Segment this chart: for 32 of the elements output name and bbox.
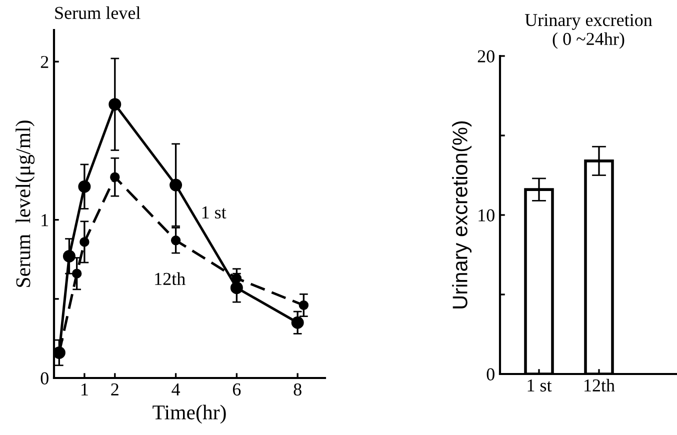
point (80, 237, 90, 247)
series-label: 1 st (202, 206, 226, 219)
point (170, 236, 181, 246)
point (110, 172, 120, 182)
y-tick-label: 1 (42, 214, 48, 226)
x-tick-label: 1 (82, 383, 88, 396)
chart-title: Serum level (55, 6, 140, 20)
x-tick-label: 6 (232, 383, 241, 396)
x-tick-label: 1 st (528, 379, 552, 392)
x-tick-label: 2 (111, 383, 118, 396)
y-tick-label: 0 (40, 372, 48, 384)
series-label: 12th (155, 272, 186, 286)
point (170, 178, 182, 192)
y-axis-title: Serum level(μg/ml) (16, 120, 35, 287)
y-axis-title: Urinary excretion(%) (452, 121, 472, 308)
point (78, 180, 91, 193)
y-tick-label: 20 (478, 50, 494, 62)
point (291, 316, 304, 329)
point (298, 300, 309, 310)
point (72, 268, 82, 278)
point (108, 98, 122, 111)
point (232, 273, 242, 284)
chart-title: Urinary excretion ( 0 ~24hr) (524, 14, 652, 49)
x-tick-label: 8 (294, 383, 302, 396)
y-tick-label: 10 (478, 209, 494, 222)
y-tick-label: 2 (40, 56, 48, 68)
x-axis-title: Time(hr) (152, 404, 226, 424)
y-tick-label: 0 (486, 368, 494, 380)
x-tick-label: 12th (584, 378, 615, 392)
x-tick-label: 4 (172, 384, 180, 396)
point (230, 282, 243, 294)
point (62, 250, 76, 262)
